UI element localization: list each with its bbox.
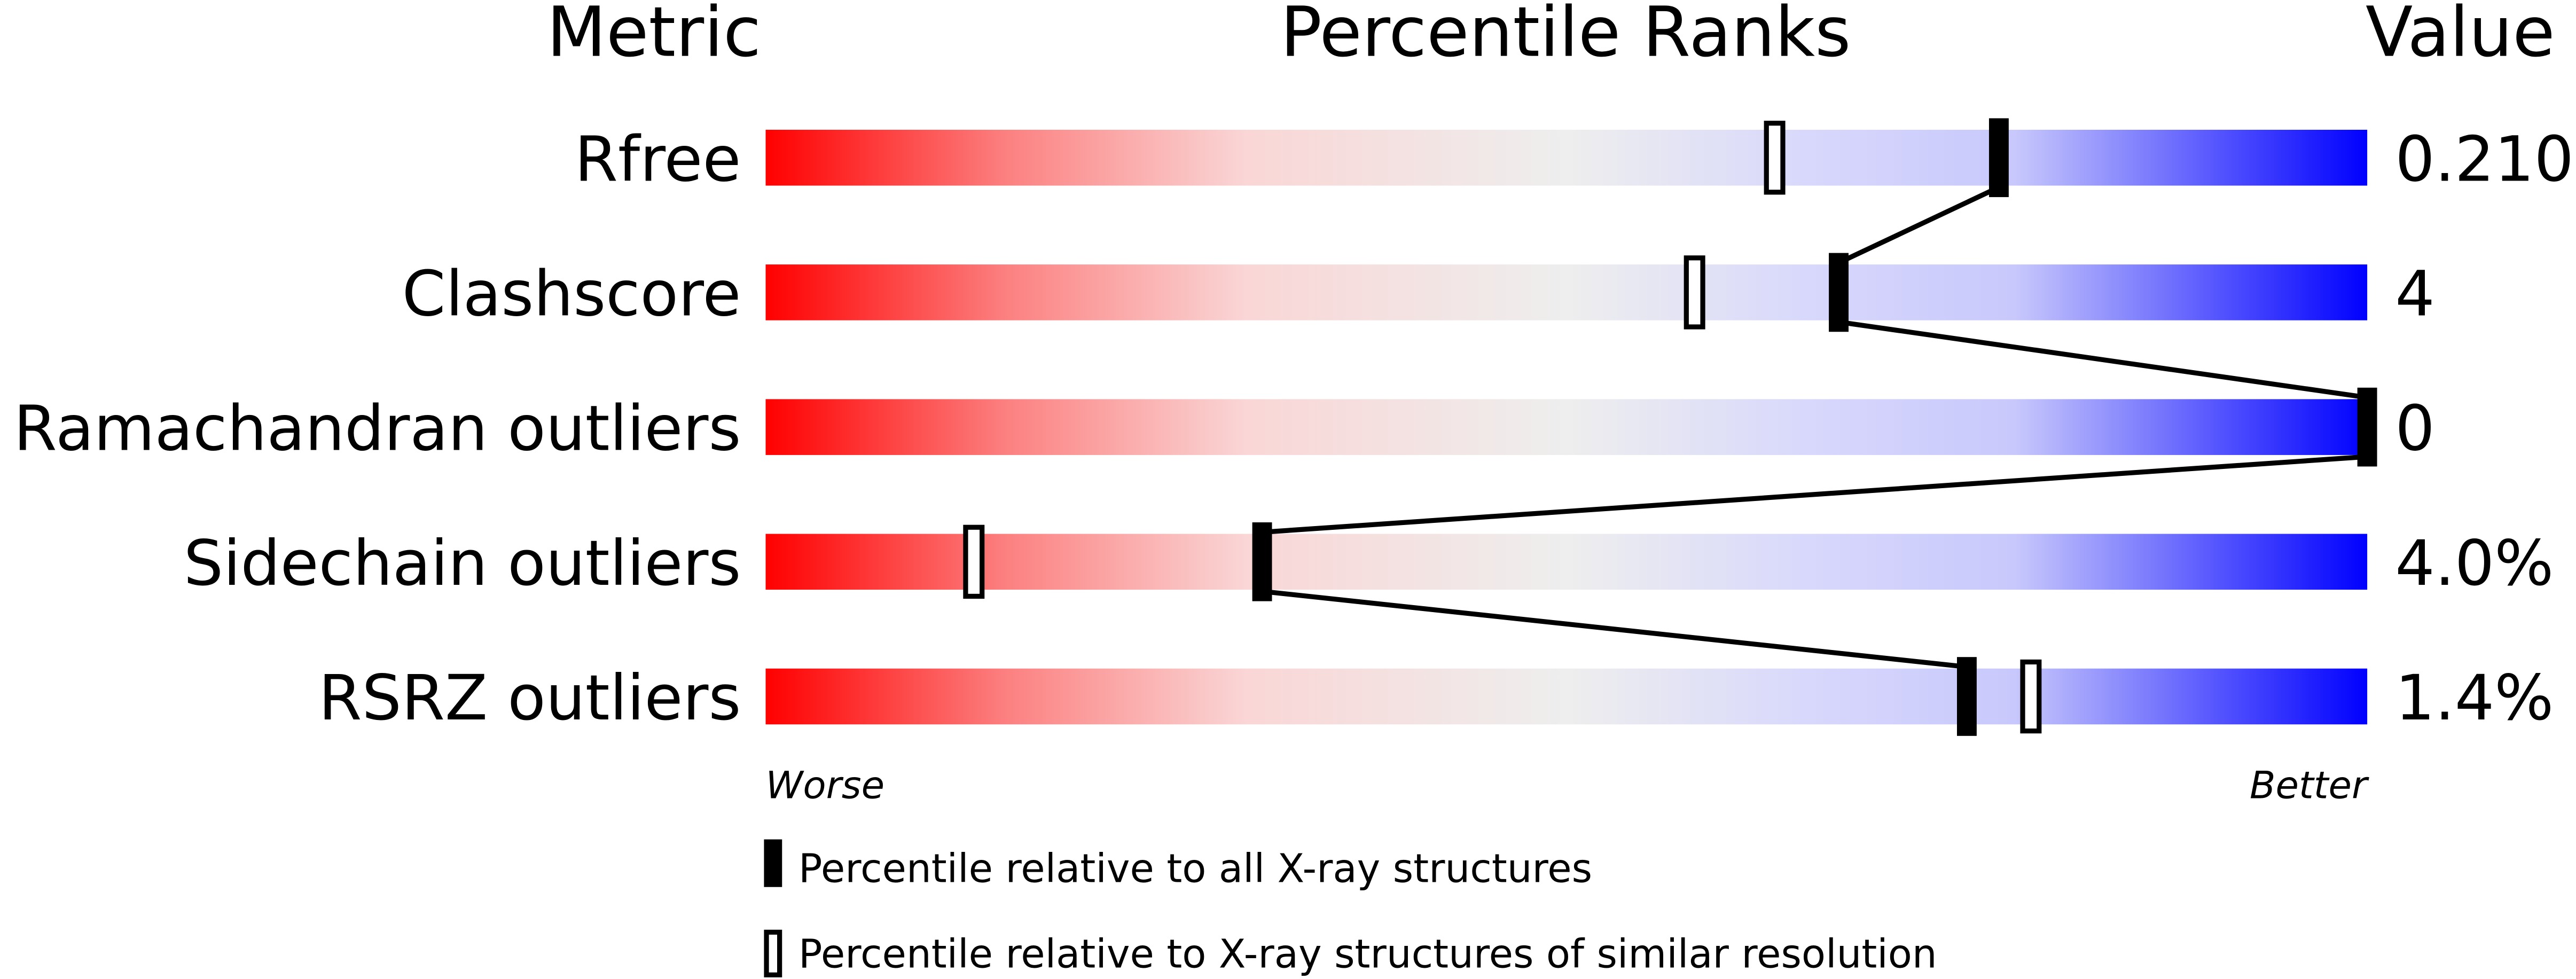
marker-all-structures: [1252, 522, 1272, 601]
header-value: Value: [2366, 0, 2555, 73]
percentile-bar: [765, 399, 2368, 455]
connector-line: [1262, 454, 2368, 535]
marker-all-structures: [1829, 253, 1849, 332]
axis-label-worse: Worse: [765, 763, 884, 808]
metric-value: 4.0%: [2395, 527, 2554, 600]
metric-label: Sidechain outliers: [184, 527, 741, 600]
header-metric: Metric: [547, 0, 762, 73]
legend-open-marker: [764, 929, 782, 977]
metric-value: 4: [2395, 257, 2434, 330]
legend-label-similar: Percentile relative to X-ray structures …: [798, 931, 1937, 977]
metric-label: Rfree: [575, 123, 741, 195]
percentile-bar: [765, 264, 2368, 320]
marker-similar-resolution: [1684, 255, 1705, 330]
marker-all-structures: [1988, 118, 2009, 198]
percentile-bar: [765, 534, 2368, 590]
legend-label-all: Percentile relative to all X-ray structu…: [798, 846, 1592, 892]
marker-all-structures: [2357, 387, 2377, 467]
metric-label: Ramachandran outliers: [13, 393, 741, 465]
legend-filled-marker: [764, 839, 782, 887]
marker-similar-resolution: [963, 524, 985, 599]
metric-value: 1.4%: [2395, 662, 2554, 734]
metric-value: 0: [2395, 393, 2434, 465]
marker-similar-resolution: [1764, 121, 1786, 195]
percentile-bar: [765, 129, 2368, 186]
connector-line: [1838, 319, 2368, 400]
metric-label: Clashscore: [402, 257, 741, 330]
connector-line: [1837, 185, 2000, 265]
marker-all-structures: [1956, 657, 1977, 736]
percentile-bar: [765, 668, 2368, 725]
axis-label-better: Better: [2250, 763, 2369, 808]
header-percentile-ranks: Percentile Ranks: [1280, 0, 1851, 73]
metric-value: 0.210: [2395, 123, 2574, 195]
marker-similar-resolution: [2020, 659, 2042, 734]
connector-line: [1262, 589, 1967, 670]
metric-label: RSRZ outliers: [318, 662, 741, 734]
